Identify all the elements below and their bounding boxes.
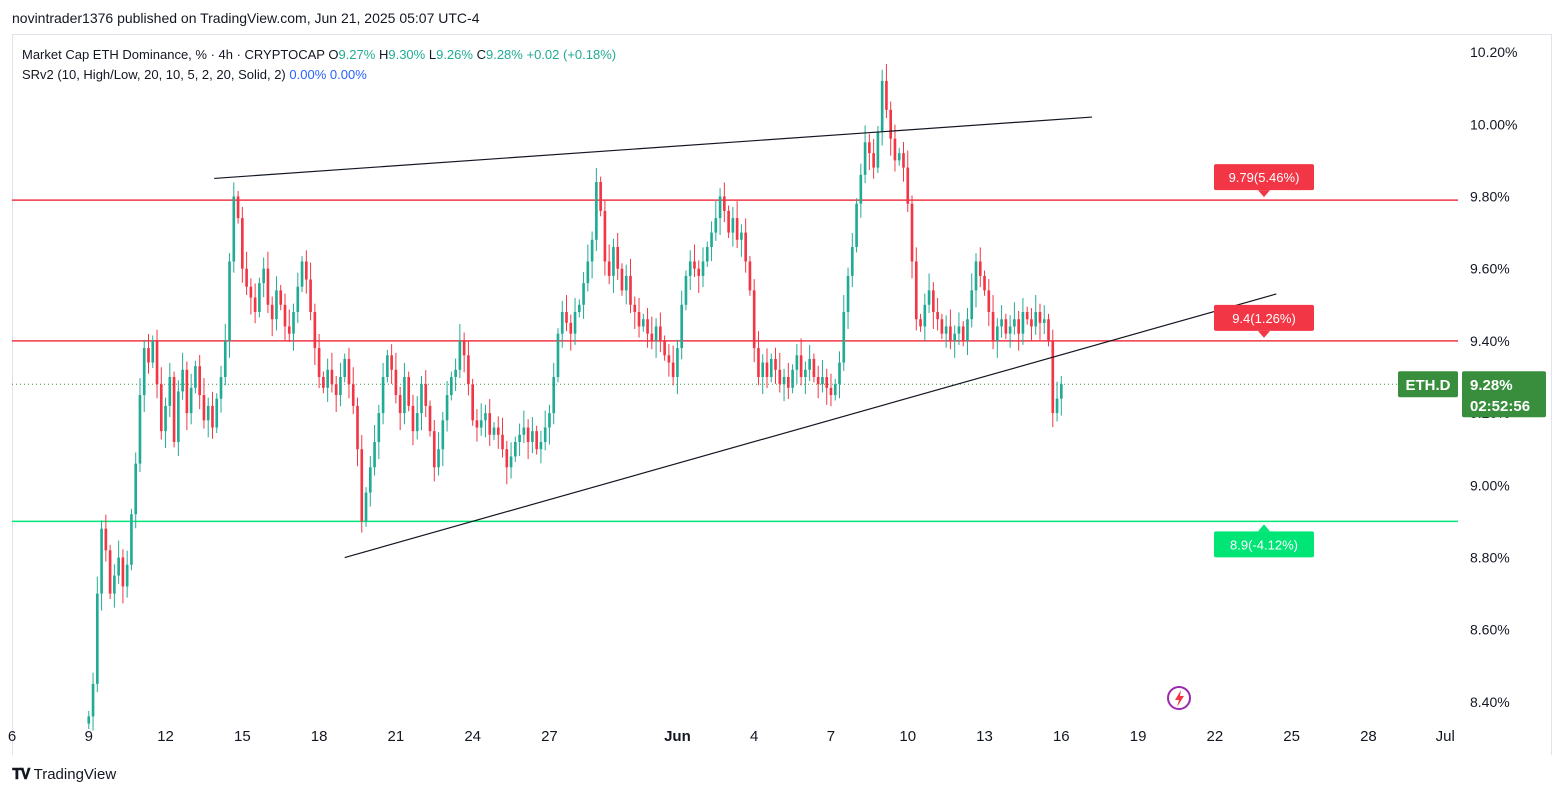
close-value: 9.28% <box>485 47 523 62</box>
chart-frame <box>12 34 1552 755</box>
symbol-title: Market Cap ETH Dominance, % · 4h · CRYPT… <box>22 47 325 62</box>
chart-legend: Market Cap ETH Dominance, % · 4h · CRYPT… <box>22 45 616 85</box>
footer-brand[interactable]: 𝐓𝐕 TradingView <box>12 766 116 783</box>
indicator-value-2: 0.00% <box>329 67 367 82</box>
open-label: O <box>328 47 339 62</box>
footer-logo-text: TradingView <box>33 766 117 783</box>
open-value: 9.27% <box>338 47 376 62</box>
high-label: H <box>378 47 389 62</box>
tradingview-logo-icon: 𝐓𝐕 <box>12 766 31 783</box>
high-value: 9.30% <box>388 47 426 62</box>
publisher-line: novintrader1376 published on TradingView… <box>12 10 480 26</box>
change-value: +0.02 (+0.18%) <box>526 47 617 62</box>
indicator-legend-row[interactable]: SRv2 (10, High/Low, 20, 10, 5, 2, 20, So… <box>22 65 616 85</box>
low-value: 9.26% <box>436 47 473 62</box>
close-label: C <box>476 47 486 62</box>
low-label: L <box>428 47 437 62</box>
symbol-legend-row[interactable]: Market Cap ETH Dominance, % · 4h · CRYPT… <box>22 45 616 65</box>
indicator-value-1: 0.00% <box>289 67 327 82</box>
indicator-title: SRv2 (10, High/Low, 20, 10, 5, 2, 20, So… <box>22 67 286 82</box>
